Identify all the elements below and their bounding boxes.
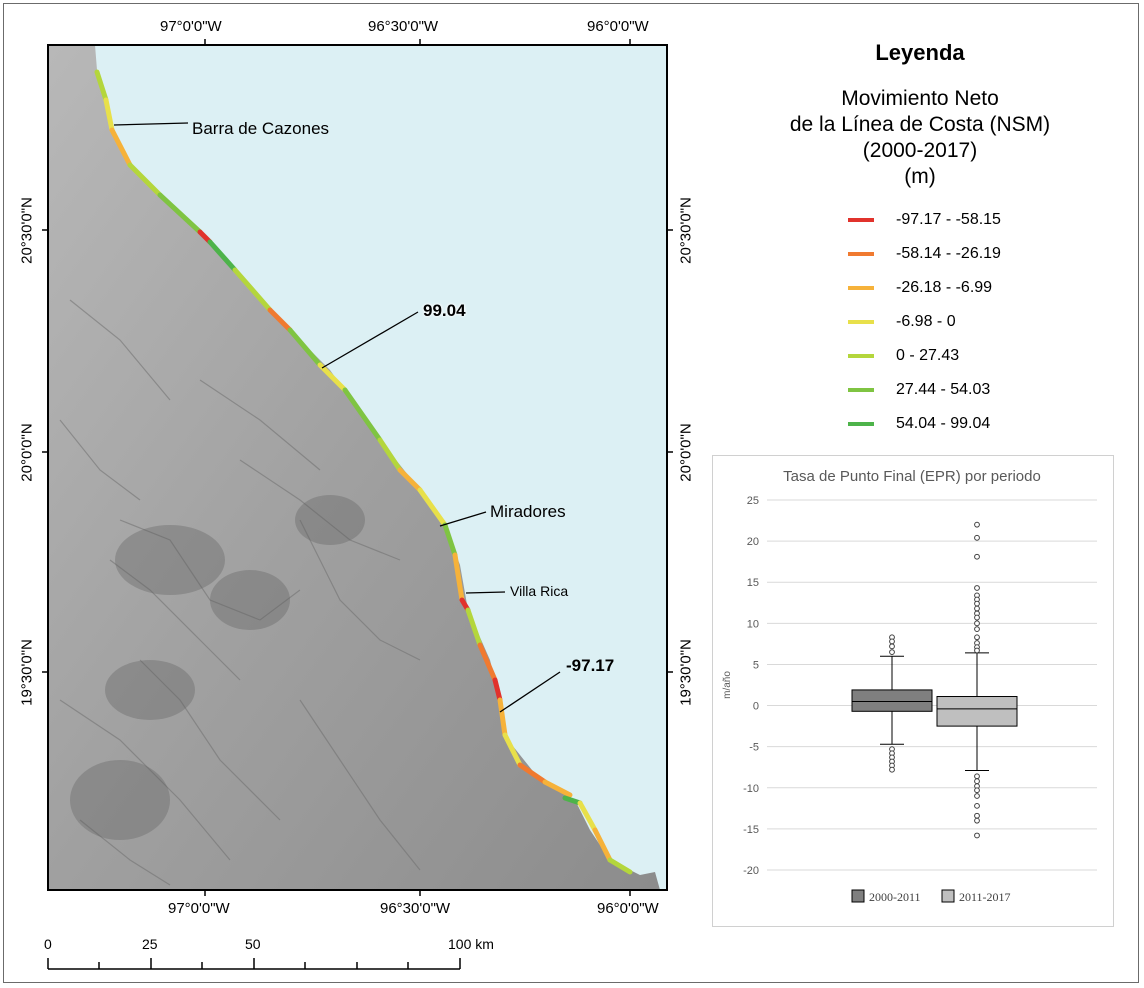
outlier-point <box>974 773 980 780</box>
label-barra-de-cazones: Barra de Cazones <box>192 119 330 138</box>
left-tick-1: 20°30'0"N <box>18 197 36 264</box>
y-tick-label: 10 <box>747 618 759 630</box>
graticule-ticks <box>42 39 673 896</box>
scale-label-25: 25 <box>142 936 158 952</box>
y-tick-label: -20 <box>743 865 759 877</box>
legend-subtitle-1: Movimiento Neto <box>841 87 999 110</box>
figure-frame <box>3 3 1139 983</box>
legend-subtitle-4: (m) <box>904 165 936 188</box>
right-tick-2: 20°0'0"N <box>677 423 695 482</box>
scale-bar <box>47 958 461 970</box>
chart-legend-label: 2011-2017 <box>959 890 1011 904</box>
outlier-point <box>974 832 980 839</box>
chart-title: Tasa de Punto Final (EPR) por periodo <box>783 468 1041 485</box>
outlier-point <box>974 534 980 541</box>
legend-subtitle-2: de la Línea de Costa (NSM) <box>789 113 1051 136</box>
label-miradores: Miradores <box>490 502 566 521</box>
y-tick-label: -10 <box>743 783 759 795</box>
outlier-point <box>974 553 980 560</box>
y-tick-label: -15 <box>743 824 759 836</box>
outlier-point <box>889 766 895 773</box>
legend-title: Leyenda <box>875 40 965 65</box>
legend-item-label: -58.14 - -26.19 <box>896 245 1001 262</box>
bottom-tick-3: 96°0'0"W <box>597 900 659 917</box>
legend-swatch <box>848 354 874 358</box>
y-tick-label: 25 <box>747 495 759 507</box>
legend-item-label: 0 - 27.43 <box>896 347 960 364</box>
y-tick-label: 5 <box>753 659 759 671</box>
outlier-point <box>974 521 980 528</box>
scale-label-50: 50 <box>245 936 261 952</box>
outlier-point <box>974 620 980 627</box>
leader-lines <box>113 122 561 713</box>
legend-item-label: 54.04 - 99.04 <box>896 415 991 432</box>
outlier-point <box>974 600 980 607</box>
left-tick-2: 20°0'0"N <box>18 423 36 482</box>
top-tick-2: 96°30'0"W <box>368 18 439 35</box>
outlier-point <box>974 626 980 632</box>
legend-item-label: -6.98 - 0 <box>896 313 956 330</box>
label-villa-rica: Villa Rica <box>510 583 569 599</box>
box-2011-2017 <box>936 696 1018 727</box>
outlier-point <box>974 793 980 799</box>
scale-label-0: 0 <box>44 936 52 952</box>
top-tick-3: 96°0'0"W <box>587 18 649 35</box>
scale-label-100km: 100 km <box>448 936 494 952</box>
legend-item: -26.18 - -6.99 <box>848 278 992 298</box>
legend-item-label: -26.18 - -6.99 <box>896 279 993 296</box>
y-tick-label: 15 <box>747 577 759 589</box>
outlier-point <box>974 787 980 794</box>
relief-dark-areas <box>70 495 365 840</box>
relief-shading <box>59 299 421 886</box>
right-tick-1: 20°30'0"N <box>677 197 695 264</box>
outlier-point <box>889 649 895 656</box>
outlier-point <box>974 647 980 654</box>
outlier-point <box>974 614 980 621</box>
boxplot-chart: Tasa de Punto Final (EPR) por periodo 25 2… <box>722 468 1097 904</box>
left-tick-3: 19°30'0"N <box>18 639 36 706</box>
chart-legend-swatch <box>851 889 865 903</box>
outlier-point <box>974 802 980 809</box>
legend-item: 27.44 - 54.03 <box>848 380 990 400</box>
bottom-tick-2: 96°30'0"W <box>380 900 451 917</box>
outlier-point <box>974 585 980 591</box>
legend-item: -97.17 - -58.15 <box>848 210 1001 230</box>
outlier-point <box>974 605 980 612</box>
outlier-point <box>889 643 895 650</box>
right-tick-3: 19°30'0"N <box>677 639 695 706</box>
label-min-value: -97.17 <box>566 656 615 675</box>
legend-item: 54.04 - 99.04 <box>848 414 990 434</box>
map-canvas <box>42 39 673 896</box>
legend-item-label: 27.44 - 54.03 <box>896 381 991 398</box>
y-tick-label: -5 <box>749 742 759 754</box>
legend-item: -58.14 - -26.19 <box>848 244 1001 264</box>
legend-swatch <box>848 252 874 256</box>
outlier-point <box>889 638 895 645</box>
outlier-point <box>974 812 980 819</box>
legend-item-label: -97.17 - -58.15 <box>896 211 1001 228</box>
legend-subtitle-3: (2000-2017) <box>862 139 978 162</box>
legend-swatch <box>848 388 874 392</box>
label-max-value: 99.04 <box>423 301 466 320</box>
chart-legend-label: 2000-2011 <box>869 890 921 904</box>
legend-swatch <box>848 422 874 426</box>
y-tick-label: 20 <box>747 536 759 548</box>
top-tick-1: 97°0'0"W <box>160 18 222 35</box>
legend-swatch <box>848 218 874 222</box>
outlier-point <box>974 778 980 785</box>
legend-item: 0 - 27.43 <box>848 346 959 366</box>
outlier-point <box>974 817 980 824</box>
outlier-point <box>974 634 980 641</box>
legend-swatch <box>848 320 874 324</box>
legend-swatch <box>848 286 874 290</box>
bottom-tick-1: 97°0'0"W <box>168 900 230 917</box>
y-axis-label: m/año <box>722 671 733 699</box>
box-2000-2011 <box>851 689 933 712</box>
y-tick-label: 0 <box>753 701 759 713</box>
chart-legend-swatch <box>941 889 955 903</box>
land-area <box>48 45 660 890</box>
map-border <box>47 44 668 891</box>
coastline-nsm <box>94 69 633 875</box>
legend-item: -6.98 - 0 <box>848 312 956 332</box>
